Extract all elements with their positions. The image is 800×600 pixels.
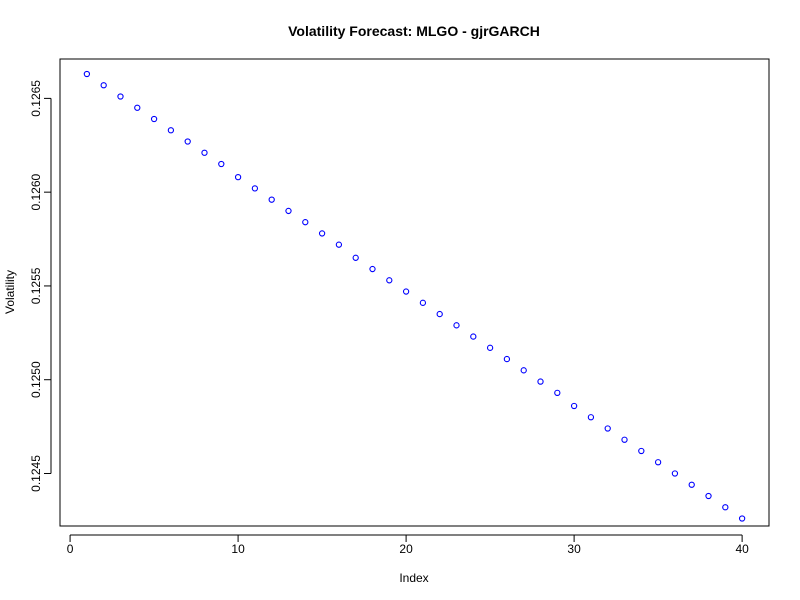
data-point: [419, 299, 427, 306]
data-point: [654, 459, 662, 466]
x-tick-label: 20: [399, 542, 413, 556]
data-point: [520, 367, 527, 374]
y-tick-label: 0.1255: [29, 267, 43, 304]
data-point: [184, 138, 191, 145]
data-point: [369, 265, 376, 273]
data-point: [503, 355, 511, 363]
data-point: [134, 104, 141, 111]
data-point: [621, 436, 628, 443]
x-tick-label: 40: [735, 542, 749, 556]
data-point: [402, 288, 410, 295]
data-point: [218, 160, 225, 168]
data-point: [587, 414, 595, 421]
data-point: [671, 470, 679, 477]
y-tick-label: 0.1260: [29, 173, 43, 210]
data-point: [318, 230, 326, 237]
data-point: [285, 207, 292, 215]
data-point: [117, 93, 124, 100]
y-tick-label: 0.1265: [29, 80, 43, 117]
x-axis-label: Index: [399, 571, 428, 585]
data-point: [738, 515, 746, 522]
data-point: [486, 344, 494, 351]
data-point: [234, 174, 242, 181]
data-point: [352, 254, 359, 261]
y-axis: 0.1245 0.1250 0.1255 0.1260 0.1265: [29, 80, 52, 492]
plot-frame: [59, 58, 770, 527]
y-tick-label: 0.1245: [29, 455, 43, 492]
data-point: [436, 310, 443, 318]
data-point: [638, 447, 645, 455]
data-point: [722, 504, 729, 511]
y-axis-label: Volatility: [3, 270, 17, 314]
data-point: [251, 185, 259, 192]
data-point: [453, 322, 460, 329]
data-points: [83, 70, 746, 522]
data-point: [705, 492, 712, 500]
chart-title: Volatility Forecast: MLGO - gjrGARCH: [288, 23, 540, 39]
data-point: [100, 82, 107, 89]
data-point: [335, 241, 343, 248]
y-tick-label: 0.1250: [29, 361, 43, 398]
data-point: [554, 389, 561, 396]
data-point: [570, 402, 578, 410]
data-point: [604, 425, 611, 432]
data-point: [201, 149, 208, 156]
data-point: [302, 219, 309, 226]
data-point: [167, 127, 175, 134]
data-point: [386, 277, 393, 284]
data-point: [688, 481, 695, 488]
data-point: [470, 333, 477, 340]
x-axis: 0 10 20 30 40: [67, 534, 749, 556]
data-point: [150, 115, 158, 123]
data-point: [268, 196, 275, 203]
x-tick-label: 10: [231, 542, 245, 556]
x-tick-label: 0: [67, 542, 74, 556]
x-tick-label: 30: [567, 542, 581, 556]
data-point: [83, 70, 91, 78]
data-point: [537, 378, 544, 385]
